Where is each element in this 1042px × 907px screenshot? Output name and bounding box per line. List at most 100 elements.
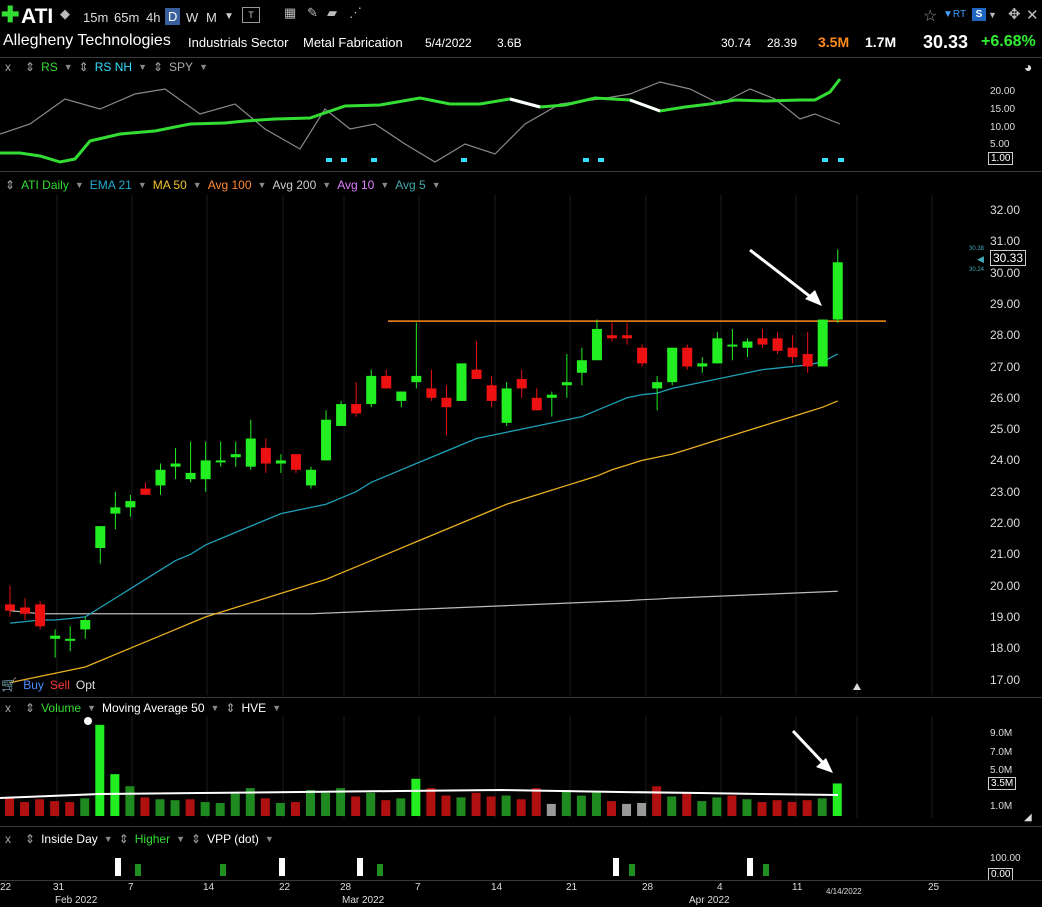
hve-caret-icon[interactable]: ▼ — [272, 703, 282, 713]
candle — [260, 438, 271, 473]
inside-day-updown-icon[interactable]: ⇕ — [25, 832, 36, 846]
sector: Industrials Sector — [188, 35, 289, 50]
volume-updown-icon[interactable]: ⇕ — [25, 701, 36, 715]
volume-caret-icon[interactable]: ▼ — [87, 703, 97, 713]
s-dropdown-icon[interactable]: ▼ — [988, 10, 997, 20]
candle — [787, 335, 798, 364]
legend-item-6[interactable]: Avg 5 — [395, 178, 426, 192]
legend-item-1[interactable]: EMA 21 — [89, 178, 132, 192]
candle-body — [5, 604, 15, 611]
legend-updown-icon[interactable]: ⇕ — [5, 178, 16, 192]
add-symbol-icon[interactable]: ✚ — [1, 2, 20, 27]
volume-annotation-arrow — [791, 729, 828, 768]
rsnh-label[interactable]: RS NH — [94, 60, 133, 74]
cart-icon[interactable]: 🛒 — [1, 677, 18, 692]
opt-button[interactable]: Opt — [75, 678, 96, 692]
candle-body — [411, 375, 422, 383]
volume-bar — [50, 801, 60, 816]
drawing-tools-icon[interactable]: ▰ — [327, 5, 337, 20]
volume-bar — [215, 802, 225, 816]
legend-caret-icon[interactable]: ▼ — [380, 180, 390, 190]
price-scale-label: 19.00 — [990, 609, 1021, 624]
legend-item-2[interactable]: MA 50 — [152, 178, 187, 192]
price-scale-label: 31.00 — [990, 234, 1021, 249]
legend-item-5[interactable]: Avg 10 — [337, 178, 375, 192]
collapse-triangle-icon[interactable] — [853, 683, 861, 690]
rsnh-dot — [341, 158, 347, 162]
x-tick-label: 7 — [415, 882, 421, 893]
rt-icon[interactable]: ▼RT — [943, 9, 967, 20]
higher-caret-icon[interactable]: ▼ — [176, 834, 186, 844]
ma-label[interactable]: Moving Average 50 — [102, 701, 205, 715]
rs-line-highlight-2 — [629, 98, 661, 113]
tag-icon[interactable]: ◆ — [60, 6, 70, 21]
legend-item-3[interactable]: Avg 100 — [207, 178, 252, 192]
rsnh-caret-icon[interactable]: ▼ — [138, 62, 147, 72]
rs-label[interactable]: RS — [41, 60, 58, 74]
spy-label[interactable]: SPY — [169, 60, 194, 74]
interval-4h[interactable]: 4h — [146, 10, 161, 25]
interval-dropdown-icon[interactable]: ▼ — [224, 11, 234, 22]
candle-body — [155, 469, 166, 486]
candle-body — [682, 347, 693, 367]
sell-button[interactable]: Sell — [49, 678, 70, 692]
interval-d[interactable]: D — [165, 8, 181, 25]
ma-caret-icon[interactable]: ▼ — [210, 703, 220, 713]
candle — [185, 441, 196, 483]
symbol-title[interactable]: ATI — [21, 5, 54, 28]
interval-m[interactable]: M — [206, 10, 217, 25]
vpp-updown-icon[interactable]: ⇕ — [191, 832, 202, 846]
spy-updown-icon[interactable]: ⇕ — [152, 60, 164, 74]
move-icon[interactable]: ✥ — [1008, 6, 1021, 23]
close-icon[interactable]: ✕ — [1026, 7, 1039, 24]
higher-bar — [763, 864, 769, 876]
inside-day-caret-icon[interactable]: ▼ — [103, 834, 113, 844]
price-chart — [5, 195, 933, 695]
legend-caret-icon[interactable]: ▼ — [431, 180, 441, 190]
price-scale-label: 22.00 — [990, 516, 1021, 530]
pencil-icon[interactable]: ✎ — [307, 5, 318, 20]
vpp-caret-icon[interactable]: ▼ — [264, 834, 274, 844]
rs-pane-close[interactable]: x — [5, 60, 11, 74]
interval-65m[interactable]: 65m — [114, 10, 140, 25]
vpp-label[interactable]: VPP (dot) — [207, 832, 259, 846]
rsnh-updown-icon[interactable]: ⇕ — [78, 60, 89, 74]
volume-label[interactable]: Volume — [41, 701, 82, 715]
color-palette-icon[interactable]: ◕ — [1024, 59, 1033, 75]
legend-caret-icon[interactable]: ▼ — [192, 180, 202, 190]
x-tick-label: 14 — [203, 882, 215, 893]
rs-line-highlight-1 — [509, 97, 541, 109]
spy-caret-icon[interactable]: ▼ — [199, 62, 208, 72]
rs-caret-icon[interactable]: ▼ — [63, 62, 73, 72]
interval-w[interactable]: W — [186, 10, 199, 25]
indicator-pane-close[interactable]: x — [5, 832, 11, 846]
volume-bar — [35, 799, 45, 816]
legend-item-4[interactable]: Avg 200 — [272, 178, 317, 192]
share-icon[interactable]: ⋰ — [349, 5, 362, 20]
legend-item-0[interactable]: ATI Daily — [21, 178, 69, 192]
candle — [125, 494, 136, 517]
x-tick-label: 28 — [642, 882, 654, 893]
candle-body — [351, 404, 362, 414]
s-button[interactable]: S — [972, 8, 986, 21]
calculator-icon[interactable]: ▦ — [284, 5, 297, 20]
legend-caret-icon[interactable]: ▼ — [74, 180, 84, 190]
legend-caret-icon[interactable]: ▼ — [257, 180, 267, 190]
hve-label[interactable]: HVE — [241, 701, 267, 715]
volume-pane-close[interactable]: x — [5, 701, 11, 715]
rs-updown-icon[interactable]: ⇕ — [25, 60, 36, 74]
candle — [802, 332, 813, 373]
hve-updown-icon[interactable]: ⇕ — [225, 701, 236, 715]
interval-15m[interactable]: 15m — [83, 10, 109, 25]
legend-caret-icon[interactable]: ▼ — [137, 180, 147, 190]
volume-bar — [321, 792, 331, 816]
inside-day-label[interactable]: Inside Day — [41, 832, 98, 846]
candle-body — [501, 388, 512, 423]
legend-caret-icon[interactable]: ▼ — [322, 180, 332, 190]
buy-button[interactable]: Buy — [23, 678, 44, 692]
higher-label[interactable]: Higher — [134, 832, 171, 846]
higher-updown-icon[interactable]: ⇕ — [118, 832, 129, 846]
favorite-star-icon[interactable]: ☆ — [923, 8, 938, 25]
chart-type-icon[interactable]: T — [242, 7, 260, 23]
vol-collapse-icon[interactable]: ◢ — [1024, 812, 1032, 823]
